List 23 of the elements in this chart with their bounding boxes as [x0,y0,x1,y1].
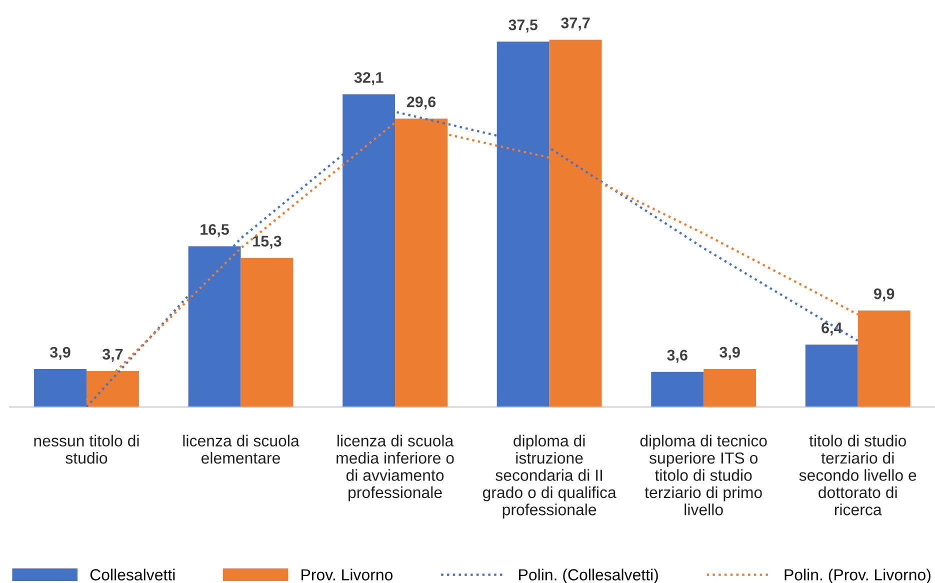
data-label: 16,5 [200,224,229,238]
data-label: 37,5 [508,19,538,33]
data-label: 29,6 [406,96,436,110]
x-tick-label: diploma di tecnico superiore ITS o titolo di studio terziario di primo livello [640,434,767,516]
x-tick-label: nessun titolo di studio [34,434,139,464]
data-label: 3,9 [50,346,70,360]
legend-label: Prov. Livorno [302,568,393,580]
data-label: 9,9 [874,288,894,302]
x-tick-label: diploma di istruzione secondaria di II grado o di qualifica professionale [482,434,616,518]
data-label: 3,7 [102,348,123,362]
x-tick-label: licenza di scuola media inferiore o di avviamento professionale [336,434,454,502]
bar [704,369,756,407]
bar [805,344,858,407]
x-tick-label: titolo di studio terziario di secondo livello e dottorato di ricerca [799,434,916,516]
bar [651,372,704,407]
x-tick-label: licenza di scuola elementare [183,434,300,464]
data-label: 3,9 [720,346,740,360]
bar [240,258,294,407]
data-label: 15,3 [253,236,282,249]
data-label: 37,7 [561,18,590,31]
data-label: 32,1 [354,72,384,86]
data-label: 3,6 [667,350,688,363]
legend-label: Collesalvetti [90,568,175,580]
